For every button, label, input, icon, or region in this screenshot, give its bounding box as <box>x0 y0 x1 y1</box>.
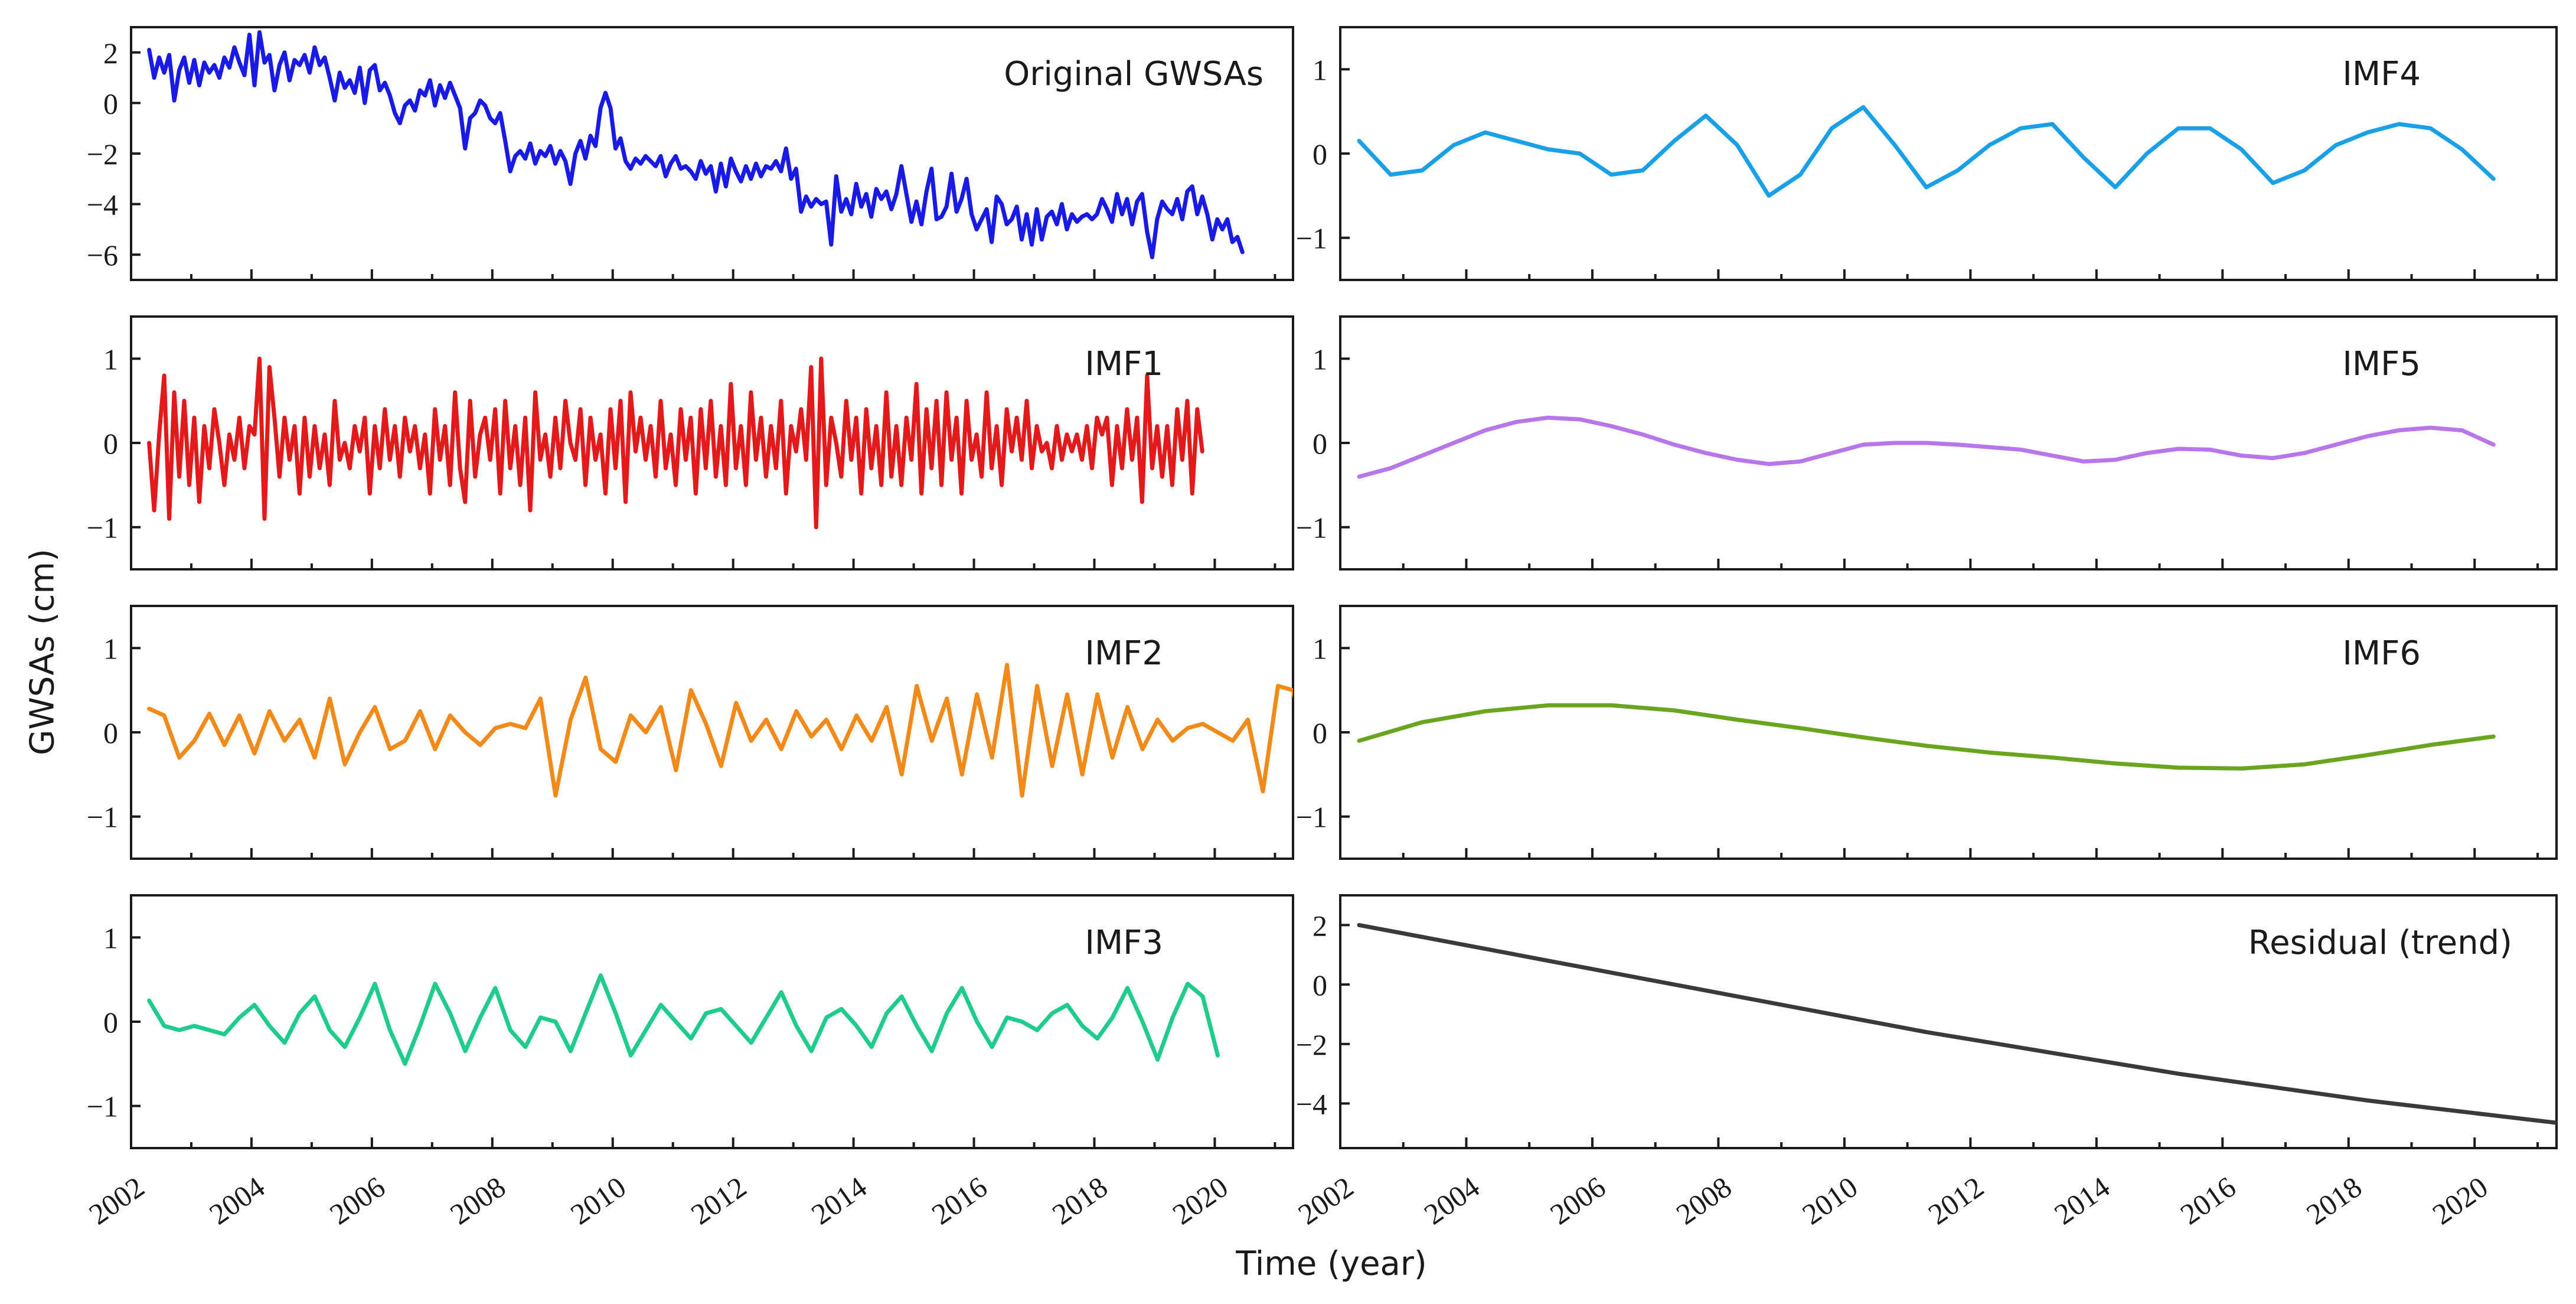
panel-imf1: 1 0 −1 IMF1 <box>87 315 1294 570</box>
x-tick-label: 2006 <box>1544 1170 1611 1231</box>
panel-title: Residual (trend) <box>2248 924 2512 962</box>
series-line-imf3 <box>147 973 1220 1066</box>
y-tick-label: −1 <box>87 511 118 545</box>
y-tick-label: 1 <box>1313 343 1327 376</box>
panel-frame <box>1339 894 2558 1149</box>
panel-residual: 2 0 −2 −4 2002 2004 2006 2008 2010 2012 2014 2016 20… <box>1292 894 2558 1231</box>
x-axis-label: Time (year) <box>1236 1244 1427 1283</box>
y-tick-label: 0 <box>1313 427 1327 460</box>
x-tick-label: 2018 <box>1046 1170 1114 1231</box>
x-tick-label: 2010 <box>564 1170 632 1231</box>
y-tick-label: 0 <box>1313 969 1327 1002</box>
panel-imf4: 1 0 −1 IMF4 <box>1296 26 2558 281</box>
y-tick-label: −1 <box>1296 801 1327 834</box>
x-tick-label: 2002 <box>1292 1170 1359 1231</box>
x-tick-label: 2004 <box>203 1170 270 1231</box>
y-tick-label: −2 <box>1296 1028 1327 1061</box>
y-tick-label: −4 <box>87 188 118 221</box>
y-tick-label: −1 <box>87 1090 118 1123</box>
panel-imf3: 1 0 −1 2002 2004 2006 2008 2010 2012 2014 2016 2018… <box>83 894 1294 1231</box>
series-line-imf2 <box>147 663 1293 798</box>
x-tick-label: 2016 <box>926 1170 993 1231</box>
panel-title: IMF4 <box>2342 55 2421 93</box>
x-tick-label: 2014 <box>805 1170 873 1231</box>
series-line-imf1 <box>147 356 1204 530</box>
panel-title: Original GWSAs <box>1004 55 1263 93</box>
x-tick-label: 2008 <box>444 1170 511 1231</box>
y-tick-label: 1 <box>103 343 118 376</box>
panel-title: IMF1 <box>1085 345 1163 383</box>
y-tick-label: 1 <box>1313 632 1327 665</box>
y-tick-label: 2 <box>103 37 118 70</box>
x-tick-label: 2004 <box>1418 1170 1485 1231</box>
y-axis-label: GWSAs (cm) <box>23 549 62 755</box>
y-tick-label: −4 <box>1296 1087 1327 1120</box>
y-tick-label: 2 <box>1313 909 1327 942</box>
y-tick-label: 1 <box>1313 53 1327 86</box>
y-tick-label: 0 <box>103 87 118 120</box>
x-tick-label: 2020 <box>1167 1170 1234 1231</box>
x-tick-label: 2012 <box>685 1170 752 1231</box>
y-tick-label: 0 <box>1313 716 1327 749</box>
panel-title: IMF6 <box>2342 634 2421 673</box>
y-tick-label: −2 <box>87 138 118 171</box>
y-tick-label: 0 <box>1313 138 1327 171</box>
y-tick-label: −6 <box>87 239 118 272</box>
x-tick-label: 2010 <box>1796 1170 1863 1231</box>
x-tick-label: 2014 <box>2048 1170 2115 1231</box>
x-tick-label: 2006 <box>324 1170 391 1231</box>
series-line-imf4 <box>1357 105 2496 198</box>
series-line-original <box>147 30 1245 259</box>
y-tick-label: −1 <box>1296 511 1327 545</box>
panel-imf2: 1 0 −1 IMF2 <box>87 605 1294 860</box>
y-tick-label: 0 <box>103 1006 118 1039</box>
x-tick-label: 2008 <box>1670 1170 1738 1231</box>
x-tick-label: 2012 <box>1922 1170 1990 1231</box>
y-tick-label: −1 <box>87 801 118 834</box>
y-tick-label: 0 <box>103 716 118 749</box>
series-line-imf6 <box>1357 703 2496 771</box>
panel-title: IMF2 <box>1085 634 1163 673</box>
y-tick-label: 1 <box>103 921 118 954</box>
y-tick-label: 1 <box>103 632 118 665</box>
panel-original: 2 0 −2 −4 −6 Original GWSAs <box>87 26 1294 281</box>
x-tick-label: 2016 <box>2175 1170 2242 1231</box>
y-tick-label: −1 <box>1296 222 1327 255</box>
panel-title: IMF5 <box>2342 345 2421 383</box>
panel-imf5: 1 0 −1 IMF5 <box>1296 315 2558 570</box>
x-tick-label: 2002 <box>83 1170 150 1231</box>
series-line-residual <box>1357 922 2557 1125</box>
panel-title: IMF3 <box>1085 924 1163 962</box>
y-tick-label: 0 <box>103 427 118 460</box>
x-tick-label: 2020 <box>2427 1170 2494 1231</box>
panel-imf6: 1 0 −1 IMF6 <box>1296 605 2558 860</box>
x-tick-label: 2018 <box>2300 1170 2368 1231</box>
series-line-imf5 <box>1357 415 2496 479</box>
